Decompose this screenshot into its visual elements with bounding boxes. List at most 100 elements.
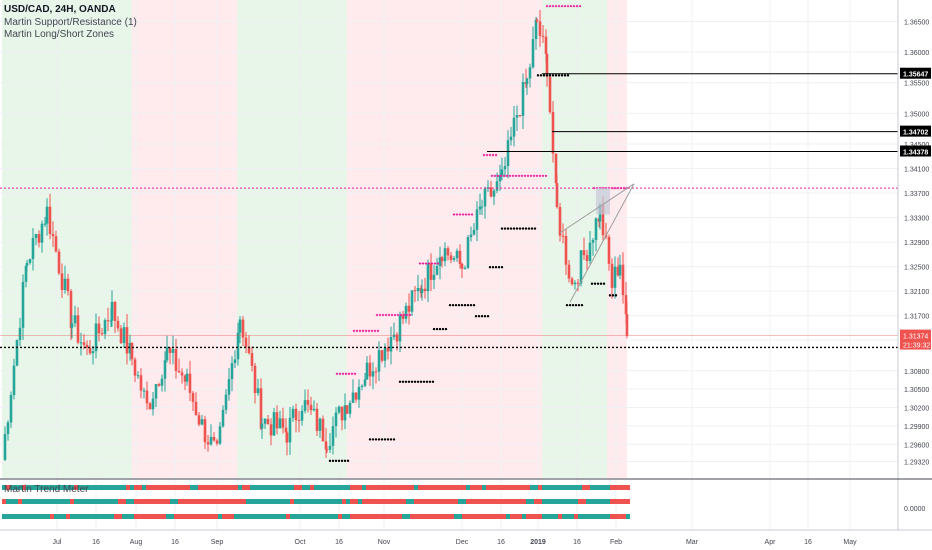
trend-meter-cell — [42, 514, 46, 519]
trend-meter-cell — [362, 499, 366, 504]
candle-body — [256, 388, 260, 394]
candle-body — [203, 419, 207, 443]
resistance-dots-dot — [554, 4, 558, 8]
candle-body — [100, 333, 104, 335]
resistance-dots — [452, 213, 474, 216]
trend-meter-cell — [210, 514, 214, 519]
candle — [579, 250, 583, 287]
candle-body — [128, 343, 132, 354]
trend-meter-cell — [414, 485, 418, 490]
trend-meter-cell — [34, 514, 38, 519]
trend-meter-cell — [102, 485, 106, 490]
support-dots-dot — [404, 380, 408, 383]
support-dots-dot — [560, 74, 564, 77]
trend-meter-cell — [170, 485, 174, 490]
candle — [466, 235, 470, 270]
candle-body — [410, 290, 414, 312]
trend-meter-cell — [118, 499, 122, 504]
candle-body — [70, 323, 74, 328]
trend-meter-cell — [210, 499, 214, 504]
trend-meter-cell — [270, 485, 274, 490]
trend-meter-zero-label: 0.0000 — [904, 506, 926, 513]
resistance-dots-dot — [545, 4, 549, 8]
candle-body — [343, 405, 347, 421]
rising-wedge-drawing — [559, 183, 635, 303]
candle — [212, 432, 216, 442]
trend-meter-cell — [554, 499, 558, 504]
trend-meter-cell — [290, 499, 294, 504]
trend-meter-cell — [306, 499, 310, 504]
trend-meter-cell — [430, 499, 434, 504]
trend-meter-cell — [614, 485, 618, 490]
resistance-dots-dot — [378, 313, 382, 317]
resistance-dots-dot — [508, 174, 512, 178]
trend-meter-cell — [446, 499, 450, 504]
support-dots-dot — [383, 438, 387, 441]
trend-meter-cell — [290, 485, 294, 490]
trend-meter-cell — [506, 514, 510, 519]
trend-meter-cell — [506, 499, 510, 504]
last-price-bg — [900, 329, 931, 350]
trend-meter-cell — [354, 499, 358, 504]
candle-body — [133, 359, 137, 376]
trend-meter-cell — [30, 499, 34, 504]
candle — [357, 379, 361, 408]
trend-meter-cell — [522, 485, 526, 490]
support-dots — [565, 303, 584, 307]
candle — [475, 201, 479, 242]
candle-body — [554, 153, 558, 184]
price-tick-label: 1.30800 — [904, 369, 929, 376]
resistance-dots-dot — [405, 313, 409, 317]
support-dots-dot — [548, 74, 552, 77]
candle — [472, 222, 476, 236]
trend-meter-cell — [566, 514, 570, 519]
candle-body — [360, 385, 364, 387]
candle — [440, 255, 444, 268]
trend-meter-cell — [558, 485, 562, 490]
candle — [365, 356, 369, 380]
candle-body — [266, 418, 270, 425]
candle-body — [594, 218, 598, 240]
support-dots-dot — [380, 438, 384, 441]
trend-meter-cell — [426, 514, 430, 519]
resistance-dots-dot — [424, 262, 428, 265]
trend-meter-cell — [330, 499, 334, 504]
trend-meter-row — [2, 485, 630, 490]
trend-meter-cell — [214, 499, 218, 504]
candle — [512, 105, 516, 147]
support-dots-dot — [331, 459, 335, 463]
candle-body — [51, 234, 55, 237]
resistance-dots-dot — [436, 262, 440, 265]
trend-meter-cell — [94, 514, 98, 519]
candle — [180, 368, 184, 384]
price-tick-label: 1.33300 — [904, 216, 929, 223]
trend-meter-cell — [126, 514, 130, 519]
candle-body — [212, 436, 216, 441]
trend-meter-cell — [14, 485, 18, 490]
time-tick-label: 16 — [497, 539, 505, 546]
trend-meter-cell — [6, 485, 10, 490]
time-tick-label: Sep — [211, 539, 224, 546]
trend-meter-cell — [198, 514, 202, 519]
wedge-upper-line — [559, 183, 635, 234]
level-price-label: 1.34378 — [900, 145, 931, 157]
trend-meter-cell — [578, 485, 582, 490]
candle-body — [449, 255, 453, 260]
trend-meter-cell — [54, 499, 58, 504]
trend-meter-cell — [10, 499, 14, 504]
trend-meter-cell — [566, 499, 570, 504]
candle — [28, 258, 32, 265]
candle-body — [518, 115, 522, 117]
candle — [247, 335, 251, 355]
trend-meter-cell — [330, 514, 334, 519]
trend-meter-cell — [362, 485, 366, 490]
trend-meter-cell — [378, 485, 382, 490]
candle-body — [363, 379, 367, 386]
trend-meter-cell — [286, 485, 290, 490]
support-dots-dot — [530, 227, 534, 230]
support-dots-dot — [565, 303, 569, 307]
candle — [318, 417, 322, 438]
candle-body — [54, 236, 58, 252]
